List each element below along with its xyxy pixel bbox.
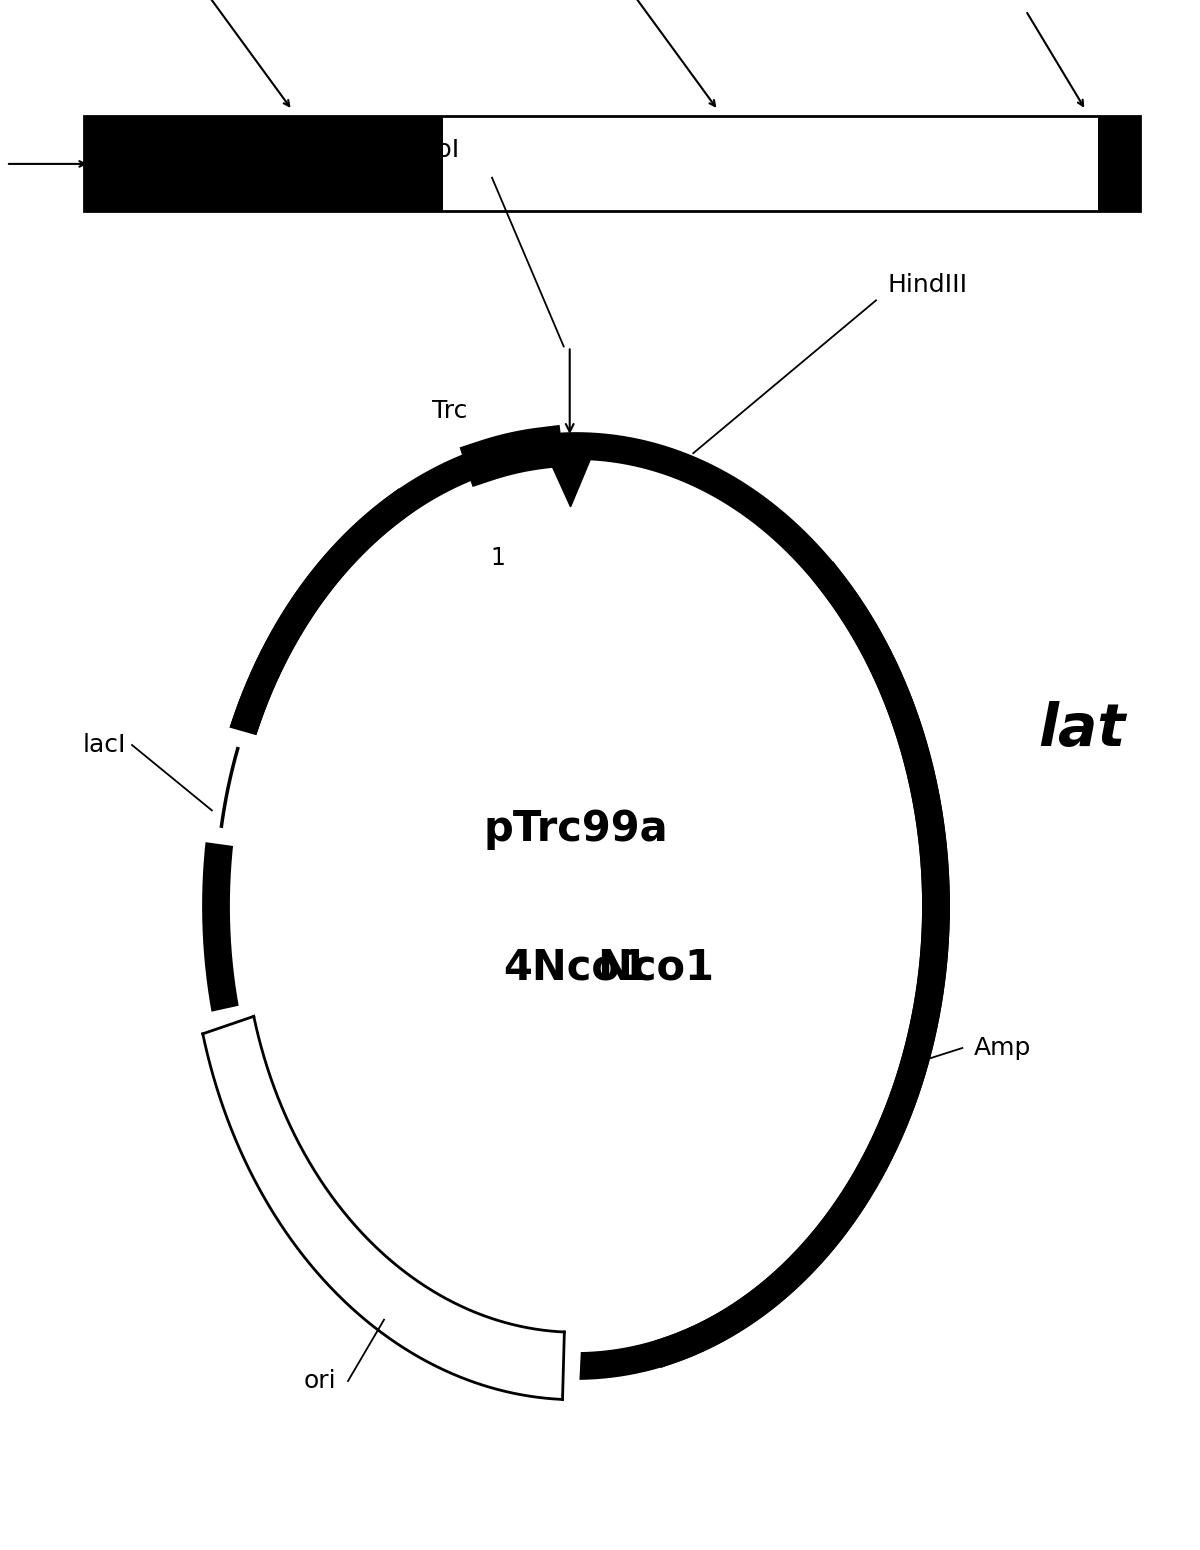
Text: lacI: lacI: [83, 733, 126, 756]
Text: NcoI: NcoI: [404, 138, 460, 163]
Text: Nco1: Nco1: [598, 947, 715, 989]
Bar: [84, 116, 1140, 211]
Text: lat: lat: [1038, 701, 1126, 758]
Bar: [84, 116, 443, 211]
Text: HindIII: HindIII: [888, 273, 968, 298]
Polygon shape: [544, 445, 596, 507]
Text: Trc: Trc: [432, 398, 468, 423]
Text: pTrc99a: pTrc99a: [484, 809, 668, 851]
Bar: [1098, 116, 1140, 211]
Text: ori: ori: [304, 1369, 336, 1393]
Text: Amp: Amp: [974, 1035, 1032, 1060]
Text: 4Nco1: 4Nco1: [503, 947, 649, 989]
Text: 1: 1: [491, 546, 505, 570]
